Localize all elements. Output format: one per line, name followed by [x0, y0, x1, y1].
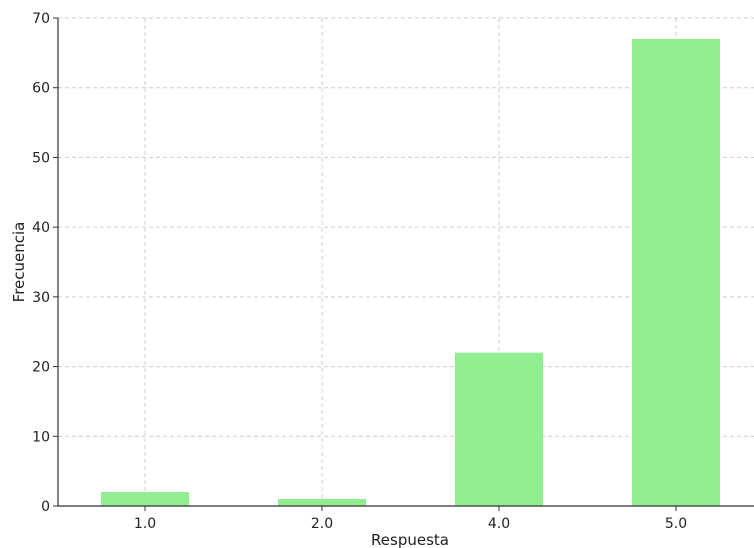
y-tick-label: 30: [32, 290, 50, 306]
bar-5.0: [632, 38, 720, 507]
x-axis-label: Respuesta: [371, 531, 449, 548]
y-tick-label: 60: [32, 81, 50, 97]
x-tick-label: 2.0: [311, 516, 333, 532]
y-tick-label: 20: [32, 360, 50, 376]
y-tick-label: 70: [32, 11, 50, 27]
ticks-layer: 0 10 20 30 40 50 60 70 1.0 2.0 4.0 5.0: [32, 11, 687, 532]
bar-1.0: [101, 492, 189, 506]
y-tick-label: 40: [32, 220, 50, 236]
x-tick-label: 1.0: [134, 516, 156, 532]
x-tick-label: 5.0: [665, 516, 687, 532]
y-tick-label: 0: [41, 499, 50, 515]
bar-2.0: [278, 499, 366, 506]
y-tick-label: 10: [32, 429, 50, 445]
axes-layer: [57, 18, 754, 507]
x-tick-label: 4.0: [488, 516, 510, 532]
bars-layer: [101, 38, 720, 507]
y-axis-label: Frecuencia: [10, 222, 28, 303]
bar-4.0: [455, 352, 543, 506]
y-tick-label: 50: [32, 150, 50, 166]
